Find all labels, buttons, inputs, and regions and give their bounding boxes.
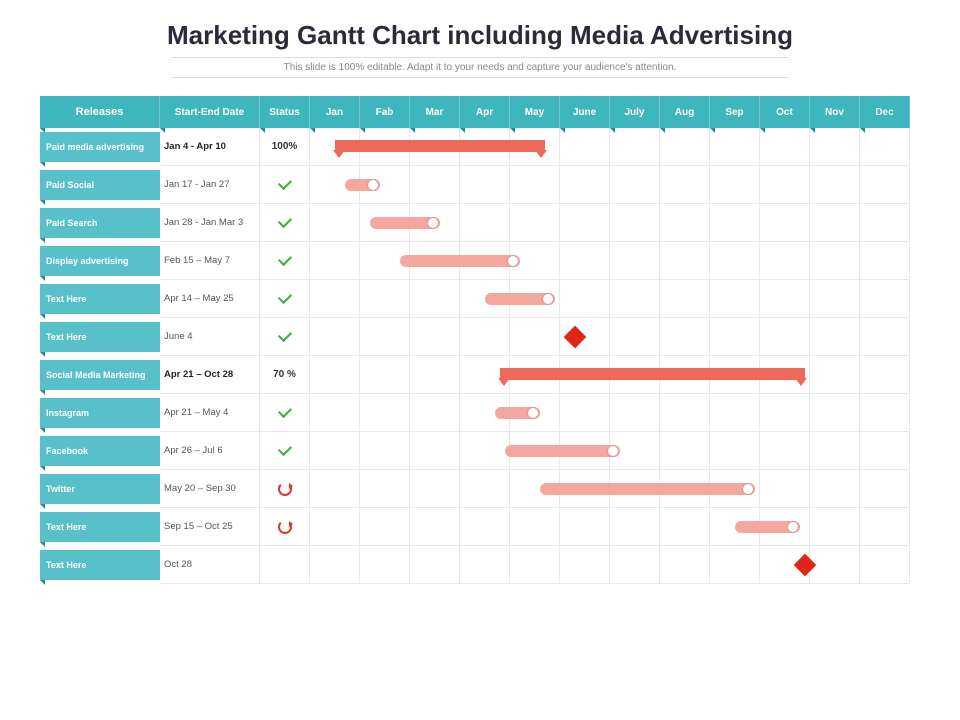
gantt-row: FacebookApr 26 – Jul 6 [40,432,920,470]
task-label: Instagram [40,398,160,428]
date-range: Feb 15 – May 7 [160,242,260,280]
check-icon [277,217,293,229]
month-header: Dec [860,96,910,128]
gantt-row: Text HereOct 28 [40,546,920,584]
header-row: ReleasesStart-End DateStatusJanFabMarApr… [40,96,920,128]
check-icon [277,255,293,267]
gantt-row: Display advertisingFeb 15 – May 7 [40,242,920,280]
date-range: Apr 26 – Jul 6 [160,432,260,470]
month-header: Fab [360,96,410,128]
progress-icon [278,520,292,534]
month-header: July [610,96,660,128]
gantt-row: Text HereApr 14 – May 25 [40,280,920,318]
status-cell [260,166,310,204]
task-label: Social Media Marketing [40,360,160,390]
gantt-row: InstagramApr 21 – May 4 [40,394,920,432]
status-cell: 100% [260,128,310,166]
month-header: Aug [660,96,710,128]
month-header: Jan [310,96,360,128]
progress-icon [278,482,292,496]
status-cell [260,546,310,584]
check-icon [277,445,293,457]
gantt-row: Paid media advertisingJan 4 - Apr 10100% [40,128,920,166]
task-label: Text Here [40,322,160,352]
month-header: Apr [460,96,510,128]
check-icon [277,293,293,305]
gantt-row: Text HereSep 15 – Oct 25 [40,508,920,546]
gantt-row: TwitterMay 20 – Sep 30 [40,470,920,508]
status-cell [260,432,310,470]
date-range: June 4 [160,318,260,356]
date-range: Jan 17 - Jan 27 [160,166,260,204]
month-header: Sep [710,96,760,128]
task-label: Facebook [40,436,160,466]
check-icon [277,179,293,191]
date-range: Apr 21 – Oct 28 [160,356,260,394]
gantt-row: Text HereJune 4 [40,318,920,356]
date-range: Apr 14 – May 25 [160,280,260,318]
chart-body: Paid media advertisingJan 4 - Apr 10100%… [40,128,920,584]
check-icon [277,331,293,343]
gantt-row: Social Media MarketingApr 21 – Oct 2870 … [40,356,920,394]
status-cell [260,318,310,356]
status-cell [260,204,310,242]
task-label: Paid media advertising [40,132,160,162]
date-range: Sep 15 – Oct 25 [160,508,260,546]
task-label: Paid Social [40,170,160,200]
date-range: Apr 21 – May 4 [160,394,260,432]
date-range: Jan 4 - Apr 10 [160,128,260,166]
month-header: May [510,96,560,128]
status-cell [260,280,310,318]
status-cell [260,394,310,432]
gantt-row: Paid SocialJan 17 - Jan 27 [40,166,920,204]
task-label: Text Here [40,284,160,314]
task-label: Text Here [40,512,160,542]
month-header: Mar [410,96,460,128]
page-title: Marketing Gantt Chart including Media Ad… [40,20,920,51]
date-range: Jan 28 - Jan Mar 3 [160,204,260,242]
check-icon [277,407,293,419]
date-range: Oct 28 [160,546,260,584]
status-cell [260,242,310,280]
status-cell: 70 % [260,356,310,394]
month-header: June [560,96,610,128]
task-label: Paid Search [40,208,160,238]
gantt-row: Paid SearchJan 28 - Jan Mar 3 [40,204,920,242]
month-header: Oct [760,96,810,128]
task-label: Text Here [40,550,160,580]
task-label: Twitter [40,474,160,504]
task-label: Display advertising [40,246,160,276]
status-cell [260,508,310,546]
month-header: Nov [810,96,860,128]
date-range: May 20 – Sep 30 [160,470,260,508]
status-cell [260,470,310,508]
subtitle: This slide is 100% editable. Adapt it to… [172,57,788,78]
gantt-chart: ReleasesStart-End DateStatusJanFabMarApr… [40,96,920,584]
